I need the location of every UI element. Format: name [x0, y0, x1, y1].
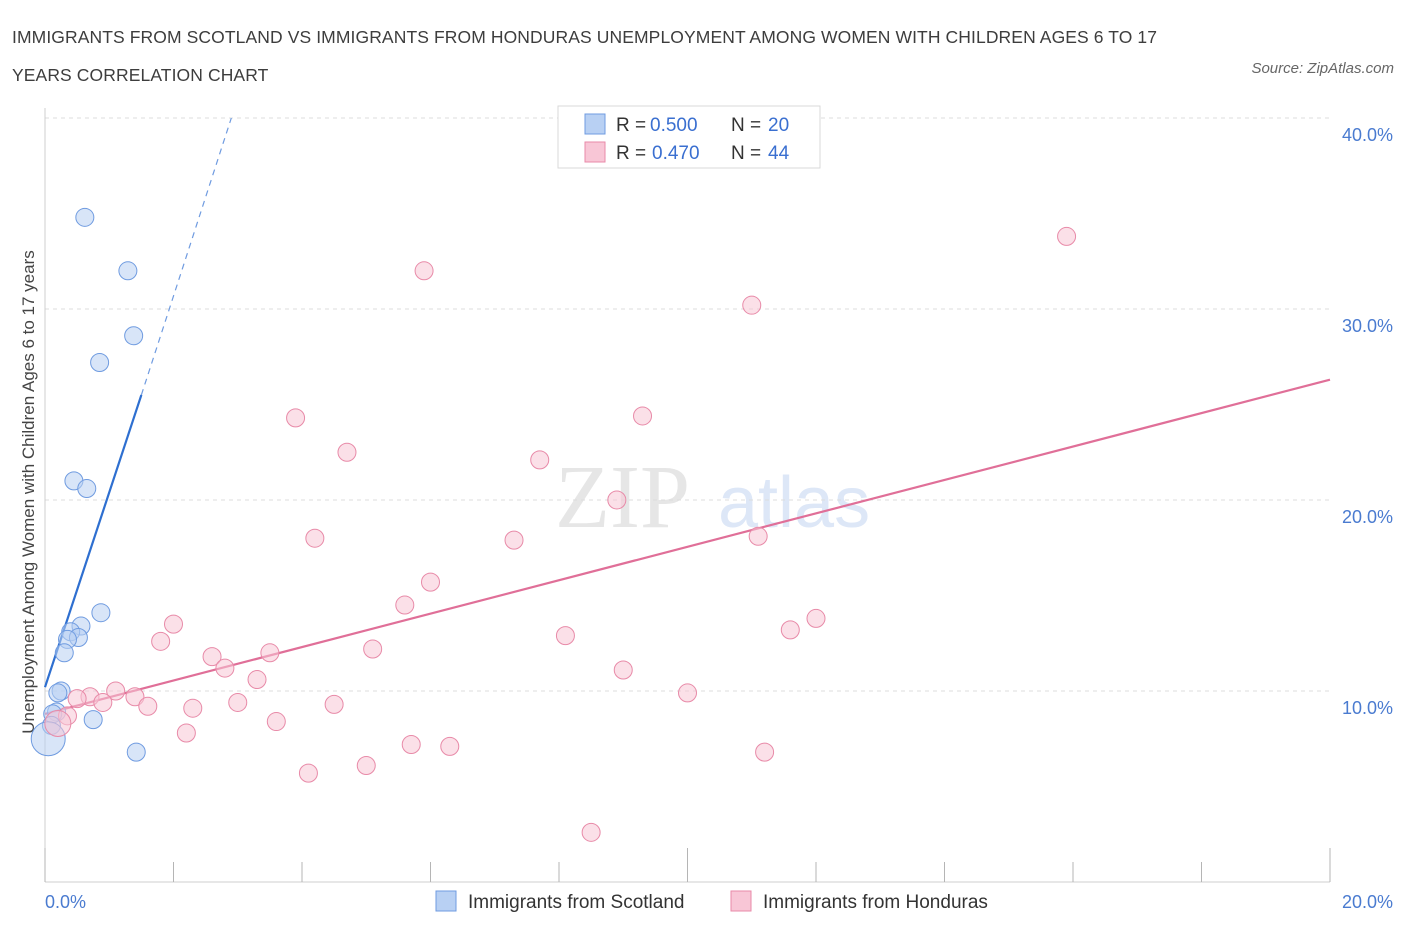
point-honduras [421, 572, 440, 592]
source-label: Source: ZipAtlas.com [1251, 60, 1394, 77]
point-honduras [581, 822, 601, 842]
point-honduras [395, 595, 415, 615]
chart-title: IMMIGRANTS FROM SCOTLAND VS IMMIGRANTS F… [12, 27, 1158, 85]
point-honduras [748, 526, 768, 546]
point-honduras [414, 261, 434, 281]
legend-r-label-scotland: R = [616, 115, 646, 136]
point-scotland [75, 207, 95, 227]
point-honduras [183, 698, 203, 718]
point-honduras [755, 742, 775, 762]
legend-r-label-honduras: R = [616, 143, 646, 164]
legend-n-value-honduras: 44 [768, 143, 790, 164]
watermark-atlas: atlas [718, 463, 870, 543]
point-honduras [138, 696, 158, 716]
y-tick-label: 30.0% [1342, 316, 1393, 336]
point-scotland [126, 742, 146, 762]
point-honduras [324, 694, 344, 714]
trend-lines [43, 117, 1331, 715]
legend-r-value-scotland: 0.500 [650, 115, 698, 136]
point-honduras [742, 295, 762, 315]
bottom-legend-label-scotland: Immigrants from Scotland [468, 892, 684, 913]
bottom-legend-label-honduras: Immigrants from Honduras [763, 892, 988, 913]
y-tick-label: 10.0% [1342, 698, 1393, 718]
point-honduras [298, 763, 318, 783]
point-honduras [504, 530, 524, 550]
point-scotland [54, 643, 74, 663]
point-scotland [83, 710, 103, 730]
point-scotland [91, 603, 111, 623]
y-tick-label: 40.0% [1342, 125, 1393, 145]
point-honduras [613, 660, 633, 680]
point-honduras [305, 528, 325, 548]
x-tick-label-min: 0.0% [45, 892, 86, 912]
point-honduras [678, 683, 697, 703]
point-honduras [806, 608, 826, 628]
point-honduras [1057, 226, 1077, 246]
legend-swatch-scotland [584, 113, 606, 135]
point-scotland [77, 479, 97, 499]
legend-swatch-honduras [584, 141, 606, 163]
point-honduras [260, 643, 280, 663]
point-honduras [633, 406, 653, 426]
point-honduras [247, 670, 267, 690]
point-honduras [530, 450, 550, 470]
point-honduras [337, 442, 357, 462]
point-honduras [151, 631, 171, 651]
point-honduras [215, 658, 235, 678]
point-scotland [90, 352, 110, 372]
point-honduras [164, 614, 183, 634]
legend-r-value-honduras: 0.470 [652, 143, 700, 164]
point-honduras [202, 647, 222, 667]
y-axis-label: Unemployment Among Women with Children A… [19, 250, 38, 734]
point-honduras [228, 692, 248, 712]
grid-lines [45, 117, 1330, 692]
point-scotland [118, 261, 138, 281]
point-honduras [607, 490, 627, 510]
trend-line-scotland-extension [140, 117, 232, 396]
point-honduras [363, 639, 383, 659]
data-points [30, 207, 1077, 842]
point-honduras [780, 620, 800, 640]
bottom-legend-swatch-honduras [730, 890, 752, 912]
point-honduras [125, 687, 145, 707]
x-tick-label-max: 20.0% [1342, 892, 1393, 912]
legend-n-label-honduras: N = [731, 143, 761, 164]
point-honduras [176, 723, 196, 743]
y-tick-label: 20.0% [1342, 507, 1393, 527]
bottom-legend-swatch-scotland [435, 890, 457, 912]
legend-n-label-scotland: N = [731, 115, 761, 136]
point-honduras [106, 681, 126, 701]
point-scotland [48, 683, 68, 703]
point-scotland [124, 326, 144, 346]
trend-line-honduras [44, 378, 1331, 715]
point-honduras [401, 734, 421, 754]
point-honduras [67, 689, 87, 709]
stats-legend: R = 0.500 N = 20 R = 0.470 N = 44 [557, 105, 821, 169]
point-honduras [44, 709, 72, 737]
point-honduras [555, 626, 575, 646]
point-honduras [93, 692, 113, 712]
point-honduras [286, 408, 306, 428]
series-legend: Immigrants from Scotland Immigrants from… [435, 890, 988, 913]
point-honduras [356, 755, 376, 775]
tick-labels: 10.0% 20.0% 30.0% 40.0% 0.0% 20.0% [45, 125, 1393, 912]
point-honduras [266, 712, 286, 732]
legend-n-value-scotland: 20 [768, 115, 789, 136]
point-honduras [440, 736, 460, 756]
